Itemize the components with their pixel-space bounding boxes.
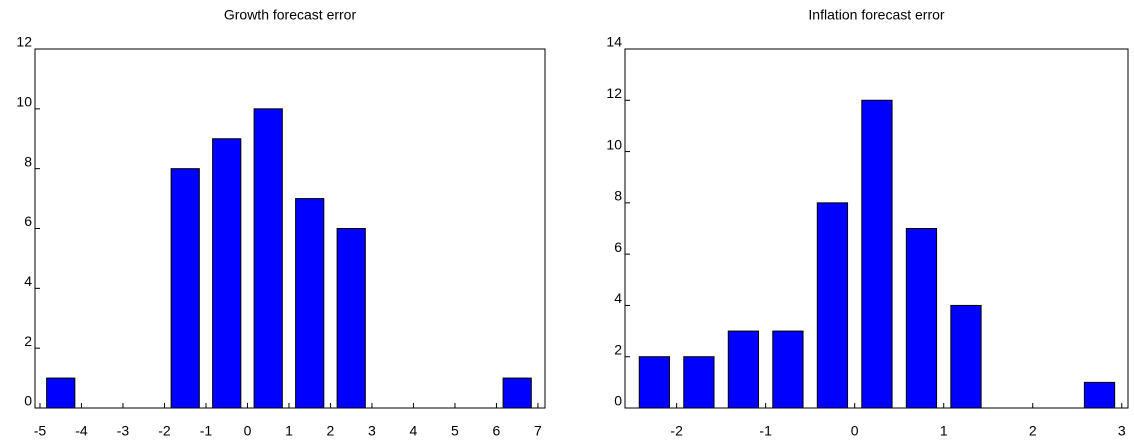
- bar: [727, 330, 760, 409]
- chart-title: Inflation forecast error: [808, 7, 945, 23]
- x-tick-label: 3: [368, 423, 376, 439]
- y-tick-label: 6: [24, 213, 32, 229]
- x-tick-label: 6: [493, 423, 501, 439]
- plot-frame: [34, 48, 546, 409]
- x-tick-label: -1: [200, 423, 213, 439]
- y-tick-label: 8: [614, 188, 622, 204]
- x-tick-label: 7: [534, 423, 542, 439]
- x-tick-label: -2: [158, 423, 171, 439]
- bar: [905, 228, 938, 409]
- x-tick-label: 0: [851, 423, 859, 439]
- bar: [336, 228, 366, 409]
- y-tick-label: 10: [606, 136, 622, 152]
- bar: [638, 356, 671, 409]
- bar: [772, 330, 804, 409]
- y-tick-label: 6: [614, 239, 622, 255]
- bar: [861, 99, 893, 409]
- x-tick-label: 0: [244, 423, 252, 439]
- x-tick-label: -1: [759, 423, 772, 439]
- bar: [253, 108, 283, 409]
- x-tick-label: 1: [285, 423, 293, 439]
- y-tick-label: 0: [614, 393, 622, 409]
- bar: [170, 168, 200, 409]
- chart-title: Growth forecast error: [224, 7, 357, 23]
- x-tick-label: -3: [117, 423, 130, 439]
- y-tick-label: 2: [614, 341, 622, 357]
- y-tick-label: 10: [16, 94, 32, 110]
- bar: [212, 138, 242, 409]
- x-tick-label: -5: [34, 423, 47, 439]
- y-tick-label: 4: [24, 273, 32, 289]
- x-tick-label: -2: [670, 423, 683, 439]
- y-tick-label: 0: [24, 393, 32, 409]
- x-tick-label: -4: [75, 423, 88, 439]
- x-tick-label: 2: [1029, 423, 1037, 439]
- y-tick-label: 14: [606, 34, 622, 50]
- bar: [46, 377, 76, 409]
- x-tick-label: 2: [327, 423, 335, 439]
- x-tick-label: 1: [940, 423, 948, 439]
- bar: [683, 356, 715, 409]
- y-tick-label: 12: [606, 85, 622, 101]
- bar: [1083, 381, 1116, 409]
- x-tick-label: 4: [410, 423, 418, 439]
- y-tick-label: 8: [24, 153, 32, 169]
- y-tick-label: 4: [614, 290, 622, 306]
- x-tick-label: 5: [451, 423, 459, 439]
- y-tick-label: 12: [16, 34, 32, 50]
- bar: [295, 198, 325, 409]
- bar: [816, 202, 849, 409]
- bar: [502, 377, 532, 409]
- x-tick-label: 3: [1118, 423, 1126, 439]
- bar: [950, 304, 982, 409]
- y-tick-label: 2: [24, 333, 32, 349]
